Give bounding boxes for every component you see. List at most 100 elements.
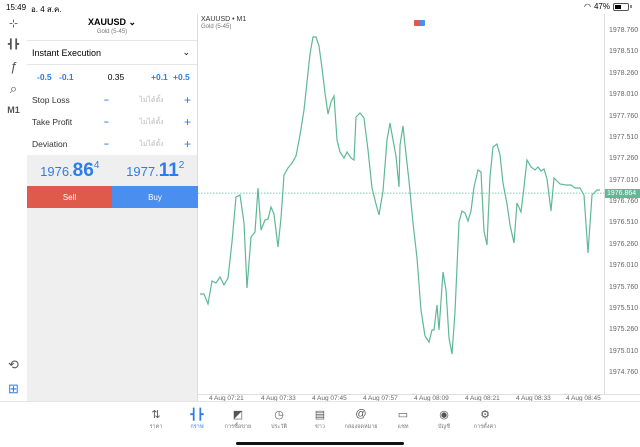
ask-price-sup: 2 xyxy=(178,160,185,171)
trade-panel: XAUUSD ⌄ Gold (5-45) Instant Execution ⌄… xyxy=(27,14,198,401)
tab-label: กราฟ xyxy=(190,424,204,430)
tab-news[interactable]: ▤ ข่าว xyxy=(300,408,340,431)
chat-icon: ▭ xyxy=(397,409,409,421)
tab-mailbox[interactable]: @ กล่องจดหมาย xyxy=(341,408,381,431)
bid-price-sup: 4 xyxy=(93,160,100,171)
deviation-input[interactable]: ไม่ได้ตั้ง xyxy=(139,140,164,148)
indicators-icon[interactable]: ƒ xyxy=(9,59,18,74)
volume-minus-0-5-button[interactable]: -0.5 xyxy=(37,72,52,82)
y-tick-label: 1977.510 xyxy=(609,133,639,141)
status-bar: 15:49 อ. 4 ส.ค. ◠ 47% xyxy=(0,0,640,14)
tab-label: ราคา xyxy=(149,424,163,430)
y-tick-label: 1977.260 xyxy=(609,155,639,163)
ask-price-prefix: 1977. xyxy=(126,164,159,179)
chart-header: XAUUSD • M1 Gold (5-45) xyxy=(201,16,246,30)
timeframe-button[interactable]: M1 xyxy=(7,105,20,115)
symbol-description: Gold (5-45) xyxy=(96,29,128,35)
chart-subtitle: Gold (5-45) xyxy=(201,24,232,30)
left-toolbar: ⊹ ┫┣ ƒ ⌕ M1 ⟲ ⊞ xyxy=(0,14,27,401)
volume-minus-0-1-button[interactable]: -0.1 xyxy=(59,72,74,82)
battery-icon xyxy=(613,2,629,11)
home-indicator[interactable] xyxy=(236,442,404,445)
y-tick-label: 1976.260 xyxy=(609,240,639,248)
volume-input[interactable]: 0.35 xyxy=(107,72,125,82)
x-tick-label: 4 Aug 08:45 xyxy=(566,395,601,402)
take-profit-plus-button[interactable]: + xyxy=(183,115,191,129)
quote-prices: 1976.864 1977.112 xyxy=(27,156,198,186)
y-tick-label: 1978.510 xyxy=(609,48,639,56)
battery-percent: 47% xyxy=(593,2,610,11)
x-tick-label: 4 Aug 07:57 xyxy=(363,395,398,402)
crosshair-icon[interactable]: ⊹ xyxy=(8,18,19,30)
buy-button[interactable]: Buy xyxy=(112,186,198,208)
x-tick-label: 4 Aug 07:45 xyxy=(312,395,347,402)
bid-price-big: 86 xyxy=(72,160,94,181)
y-tick-label: 1977.010 xyxy=(609,176,639,184)
order-form: XAUUSD ⌄ Gold (5-45) Instant Execution ⌄… xyxy=(27,14,197,155)
tab-trade[interactable]: ◩ การซื้อขาย xyxy=(218,408,258,431)
history-icon: ◷ xyxy=(274,409,284,421)
y-tick-label: 1977.760 xyxy=(609,112,639,120)
y-tick-label: 1978.760 xyxy=(609,27,639,34)
news-icon: ▤ xyxy=(314,409,326,421)
sell-button[interactable]: Sell xyxy=(27,186,112,208)
chart-icon: ┫┣ xyxy=(190,409,204,421)
x-tick-label: 4 Aug 08:09 xyxy=(414,395,449,402)
tab-history[interactable]: ◷ ประวัติ xyxy=(259,408,299,431)
tab-label: บัญชี xyxy=(438,424,450,430)
candlestick-icon[interactable]: ┫┣ xyxy=(8,39,19,49)
take-profit-minus-button[interactable]: − xyxy=(104,117,109,127)
quotes-icon: ⇅ xyxy=(151,409,161,421)
y-tick-label: 1978.260 xyxy=(609,69,639,77)
deviation-plus-button[interactable]: + xyxy=(183,137,191,151)
stop-loss-plus-button[interactable]: + xyxy=(183,93,191,107)
new-order-icon[interactable]: ⊞ xyxy=(8,381,19,396)
accounts-icon: ◉ xyxy=(439,409,449,421)
objects-icon[interactable]: ⌕ xyxy=(9,81,18,96)
execution-type-label: Instant Execution xyxy=(32,47,102,58)
tab-label: ข่าว xyxy=(315,424,325,430)
x-axis-labels: 4 Aug 07:21 4 Aug 07:33 4 Aug 07:45 4 Aug 0… xyxy=(198,394,640,402)
tab-accounts[interactable]: ◉ บัญชี xyxy=(424,408,464,431)
bid-price-prefix: 1976. xyxy=(40,164,73,179)
execution-type-select[interactable]: Instant Execution ⌄ xyxy=(27,41,197,65)
tab-label: แชท xyxy=(397,424,409,430)
bid-price: 1976.864 xyxy=(27,156,113,186)
price-line-plot xyxy=(198,36,605,355)
volume-plus-0-1-button[interactable]: +0.1 xyxy=(151,72,168,82)
volume-plus-0-5-button[interactable]: +0.5 xyxy=(173,72,190,82)
tab-quotes[interactable]: ⇅ ราคา xyxy=(136,408,176,431)
bottom-tab-bar: ⇅ ราคา ┫┣ กราฟ ◩ การซื้อขาย ◷ ประวัติ ▤ ข่าว @ กล่อ… xyxy=(0,401,640,447)
trade-chat-icon[interactable]: ⟲ xyxy=(8,357,19,372)
battery-tip xyxy=(630,5,632,8)
ask-price-big: 11 xyxy=(158,160,179,181)
y-tick-label: 1975.760 xyxy=(609,283,639,291)
stop-loss-input[interactable]: ไม่ได้ตั้ง xyxy=(139,96,164,104)
y-tick-label: 1978.010 xyxy=(609,91,639,99)
tab-label: กล่องจดหมาย xyxy=(344,424,378,430)
ask-price: 1977.112 xyxy=(113,156,199,186)
x-tick-label: 4 Aug 08:33 xyxy=(516,395,551,402)
tab-chat[interactable]: ▭ แชท xyxy=(383,408,423,431)
stop-loss-minus-button[interactable]: − xyxy=(104,95,109,105)
tab-label: ประวัติ xyxy=(270,424,288,430)
trade-icon: ◩ xyxy=(232,409,244,421)
tab-label: การตั้งค่า xyxy=(473,424,497,430)
tab-settings[interactable]: ⚙ การตั้งค่า xyxy=(465,408,505,431)
wifi-icon: ◠ xyxy=(584,2,591,11)
stop-loss-row: Stop Loss − ไม่ได้ตั้ง + xyxy=(27,89,197,111)
chart-title: XAUUSD • M1 xyxy=(201,16,247,23)
take-profit-input[interactable]: ไม่ได้ตั้ง xyxy=(139,118,164,126)
deviation-row: Deviation − ไม่ได้ตั้ง + xyxy=(27,133,197,155)
symbol-name: XAUUSD xyxy=(87,17,126,27)
symbol-selector[interactable]: XAUUSD ⌄ Gold (5-45) xyxy=(27,14,197,41)
price-line xyxy=(200,36,600,355)
deviation-minus-button[interactable]: − xyxy=(104,139,109,149)
price-chart[interactable]: XAUUSD • M1 Gold (5-45) 1978.760 1978.510… xyxy=(198,14,640,402)
y-tick-label: 1975.260 xyxy=(609,326,639,334)
status-date: อ. 4 ส.ค. xyxy=(31,5,62,14)
tab-chart[interactable]: ┫┣ กราฟ xyxy=(177,408,217,431)
current-price-tag: 1976.864 xyxy=(605,188,640,198)
one-click-trading-icon[interactable] xyxy=(414,20,425,26)
trade-buttons: Sell Buy xyxy=(27,186,198,208)
